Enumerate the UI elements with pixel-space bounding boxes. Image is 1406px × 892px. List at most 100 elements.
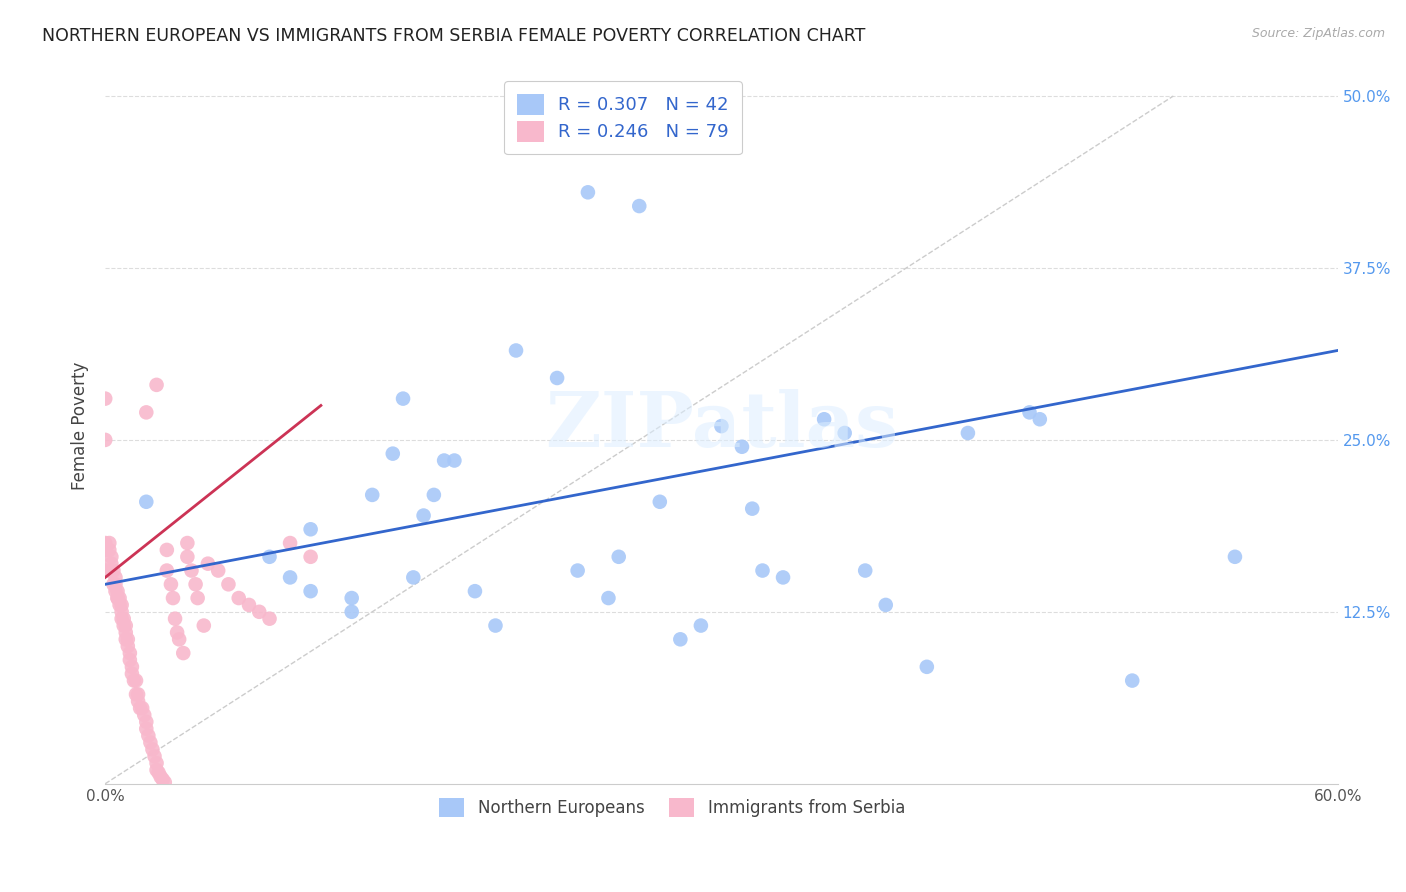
Point	[299, 549, 322, 564]
Point	[567, 564, 589, 578]
Point	[412, 508, 434, 523]
Point	[94, 433, 117, 447]
Point	[813, 412, 835, 426]
Point	[197, 557, 219, 571]
Y-axis label: Female Poverty: Female Poverty	[72, 362, 89, 491]
Point	[112, 612, 135, 626]
Point	[117, 632, 139, 647]
Point	[100, 557, 122, 571]
Point	[107, 584, 129, 599]
Point	[1029, 412, 1052, 426]
Point	[433, 453, 456, 467]
Point	[141, 742, 163, 756]
Point	[111, 612, 134, 626]
Point	[576, 186, 599, 200]
Point	[834, 425, 856, 440]
Point	[443, 453, 465, 467]
Point	[103, 564, 125, 578]
Point	[108, 591, 131, 605]
Point	[118, 653, 141, 667]
Point	[361, 488, 384, 502]
Point	[392, 392, 415, 406]
Point	[648, 495, 671, 509]
Point	[238, 598, 260, 612]
Point	[152, 772, 174, 787]
Point	[121, 666, 143, 681]
Point	[100, 549, 122, 564]
Point	[162, 591, 184, 605]
Point	[340, 605, 363, 619]
Point	[134, 708, 156, 723]
Point	[98, 542, 121, 557]
Point	[598, 591, 620, 605]
Point	[176, 536, 198, 550]
Point	[167, 632, 190, 647]
Point	[956, 425, 979, 440]
Point	[193, 618, 215, 632]
Point	[98, 536, 121, 550]
Point	[94, 536, 117, 550]
Point	[484, 618, 506, 632]
Point	[402, 570, 425, 584]
Point	[184, 577, 207, 591]
Point	[160, 577, 183, 591]
Text: ZIPatlas: ZIPatlas	[546, 389, 898, 463]
Legend: Northern Europeans, Immigrants from Serbia: Northern Europeans, Immigrants from Serb…	[430, 789, 914, 825]
Point	[114, 632, 136, 647]
Point	[129, 701, 152, 715]
Point	[111, 605, 134, 619]
Point	[180, 564, 202, 578]
Point	[118, 646, 141, 660]
Point	[104, 577, 127, 591]
Point	[340, 591, 363, 605]
Point	[166, 625, 188, 640]
Point	[423, 488, 446, 502]
Point	[1121, 673, 1143, 688]
Point	[464, 584, 486, 599]
Point	[731, 440, 754, 454]
Point	[710, 419, 733, 434]
Point	[207, 564, 229, 578]
Point	[607, 549, 630, 564]
Point	[125, 673, 148, 688]
Point	[145, 756, 167, 770]
Point	[381, 447, 404, 461]
Point	[1018, 405, 1040, 419]
Point	[114, 618, 136, 632]
Point	[122, 673, 145, 688]
Point	[104, 584, 127, 599]
Text: Source: ZipAtlas.com: Source: ZipAtlas.com	[1251, 27, 1385, 40]
Point	[772, 570, 794, 584]
Point	[104, 570, 127, 584]
Point	[127, 687, 149, 701]
Point	[751, 564, 773, 578]
Point	[135, 722, 157, 736]
Point	[135, 405, 157, 419]
Point	[505, 343, 527, 358]
Point	[741, 501, 763, 516]
Point	[111, 598, 134, 612]
Point	[94, 392, 117, 406]
Point	[143, 749, 166, 764]
Point	[669, 632, 692, 647]
Point	[299, 522, 322, 536]
Point	[149, 770, 172, 784]
Point	[145, 763, 167, 777]
Point	[117, 639, 139, 653]
Point	[172, 646, 194, 660]
Point	[228, 591, 250, 605]
Point	[148, 765, 170, 780]
Point	[546, 371, 568, 385]
Point	[156, 542, 179, 557]
Point	[107, 591, 129, 605]
Point	[259, 549, 281, 564]
Point	[135, 495, 157, 509]
Point	[112, 618, 135, 632]
Point	[875, 598, 897, 612]
Point	[125, 687, 148, 701]
Point	[853, 564, 876, 578]
Point	[108, 598, 131, 612]
Point	[156, 564, 179, 578]
Point	[114, 625, 136, 640]
Point	[1223, 549, 1246, 564]
